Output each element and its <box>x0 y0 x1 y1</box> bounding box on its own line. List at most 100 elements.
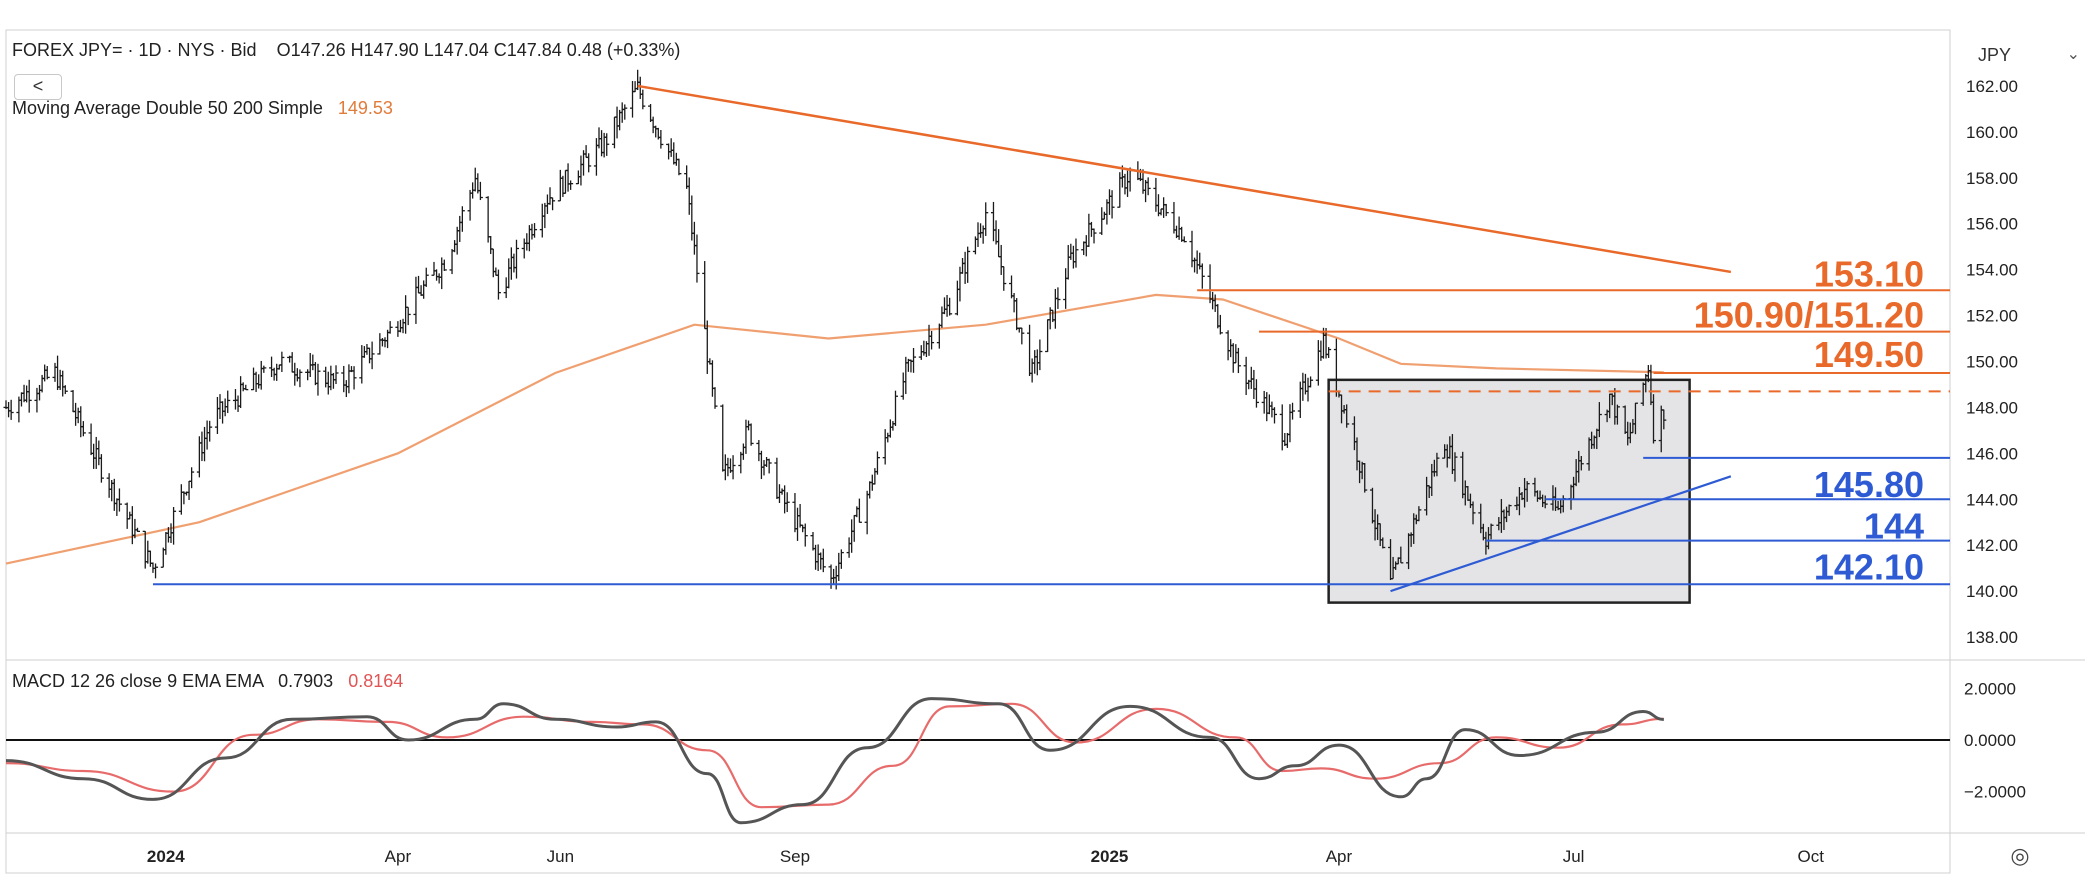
price-bar <box>869 474 875 491</box>
price-bar <box>341 365 347 393</box>
price-bar <box>792 493 798 533</box>
price-bar <box>225 390 231 414</box>
price-bar <box>26 379 32 413</box>
price-bar <box>838 549 844 569</box>
currency-selector[interactable]: JPY ⌄ <box>1964 42 2088 68</box>
label-150-90-151-20: 150.90/151.20 <box>1694 295 1924 336</box>
price-bar <box>900 372 906 400</box>
price-bar <box>186 480 192 500</box>
price-bar <box>1070 245 1076 269</box>
price-bar <box>941 297 947 315</box>
price-bar <box>872 468 878 485</box>
ma-legend: Moving Average Double 50 200 Simple 149.… <box>12 98 393 119</box>
price-bar <box>648 104 654 123</box>
price-bar <box>220 401 226 424</box>
price-bar <box>1235 347 1241 374</box>
price-bar <box>918 345 924 360</box>
price-bar <box>1380 537 1386 549</box>
price-bar <box>939 306 945 328</box>
chart-frame <box>5 29 2085 874</box>
price-bar <box>18 392 24 407</box>
price-bar <box>310 354 316 371</box>
price-bar <box>578 155 584 186</box>
price-bar <box>114 498 120 516</box>
price-bar <box>171 507 177 545</box>
trendlines-layer <box>152 84 1950 593</box>
collapse-legend-button[interactable]: < <box>14 74 62 100</box>
price-bar <box>702 261 708 330</box>
price-bar <box>145 540 151 564</box>
price-bar <box>204 420 210 450</box>
price-bar <box>111 478 117 511</box>
price-bar <box>1318 340 1324 361</box>
price-tick-label: 144.00 <box>1966 490 2018 509</box>
price-bar <box>6 402 12 418</box>
price-bar <box>1101 211 1107 220</box>
price-bar <box>604 133 610 156</box>
price-bar <box>856 498 862 523</box>
price-bar <box>70 390 76 413</box>
price-bar <box>1308 376 1314 388</box>
price-bar <box>495 269 501 300</box>
price-tick-label: 142.00 <box>1966 536 2018 555</box>
price-bar <box>142 530 148 569</box>
ma-value: 149.53 <box>337 98 393 118</box>
price-bar <box>256 374 262 389</box>
price-bar <box>42 364 48 382</box>
price-bar <box>467 189 473 221</box>
price-bar <box>936 323 942 349</box>
price-bar <box>400 318 406 334</box>
price-bar <box>650 116 656 134</box>
price-tick-label: 146.00 <box>1966 444 2018 463</box>
price-bar <box>1264 392 1270 422</box>
price-bar <box>325 371 331 395</box>
price-bar <box>1506 504 1512 516</box>
price-bar <box>1614 404 1620 425</box>
price-bar <box>1542 495 1548 509</box>
price-bar <box>1032 350 1038 374</box>
price-bar <box>150 562 156 573</box>
price-bar <box>1001 265 1007 291</box>
price-bar <box>619 102 625 123</box>
price-bar <box>836 552 842 581</box>
price-bar <box>1488 523 1494 540</box>
price-bar <box>1125 170 1131 197</box>
price-bar <box>1045 319 1051 353</box>
eye-settings-icon[interactable]: ◎ <box>2010 843 2030 868</box>
time-tick-label: Oct <box>1798 847 1825 866</box>
currency-label: JPY <box>1978 45 2012 65</box>
price-bar <box>387 321 393 334</box>
ohlc-values: O147.26 H147.90 L147.04 C147.84 0.48 (+0… <box>276 40 681 60</box>
price-bar <box>539 203 545 238</box>
price-bar <box>521 238 527 259</box>
price-bar <box>774 457 780 500</box>
price-bar <box>761 460 767 476</box>
price-tick-label: 162.00 <box>1966 77 2018 96</box>
price-bar <box>743 419 749 454</box>
price-bar <box>153 563 159 579</box>
price-bar <box>1225 330 1231 361</box>
moving-average-layer <box>5 293 1664 565</box>
price-bar <box>782 485 788 514</box>
price-bar <box>91 443 97 469</box>
time-tick-label: 2024 <box>147 847 185 866</box>
price-bar <box>740 443 746 460</box>
price-bar <box>1068 243 1074 260</box>
price-bar <box>1230 343 1236 373</box>
price-bar <box>379 338 385 347</box>
back-icon: < <box>32 76 44 96</box>
price-bar <box>668 138 674 157</box>
price-bar <box>996 229 1002 258</box>
price-bar <box>776 484 782 504</box>
price-bar <box>57 369 63 390</box>
price-tick-label: 140.00 <box>1966 582 2018 601</box>
price-bar <box>1228 339 1234 358</box>
price-bar <box>238 376 244 409</box>
price-bar <box>333 365 339 385</box>
macd-layer <box>5 697 1950 825</box>
price-bar <box>506 258 512 289</box>
price-bar <box>568 180 574 190</box>
price-bar <box>305 369 311 381</box>
